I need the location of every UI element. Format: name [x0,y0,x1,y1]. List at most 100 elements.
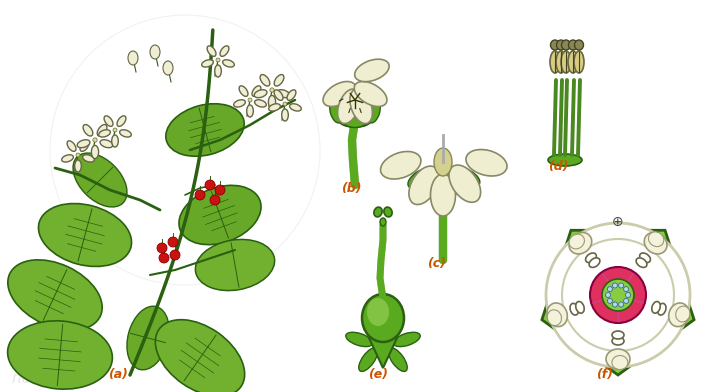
Ellipse shape [640,253,651,263]
Text: (d): (d) [548,160,569,173]
Ellipse shape [269,104,280,111]
Ellipse shape [557,40,565,50]
Circle shape [607,287,612,292]
Ellipse shape [362,294,404,342]
Ellipse shape [247,105,253,117]
Ellipse shape [548,154,582,166]
Ellipse shape [83,125,93,136]
Ellipse shape [569,40,577,50]
Ellipse shape [92,145,99,159]
Circle shape [270,88,274,92]
Ellipse shape [166,104,244,156]
Ellipse shape [99,130,110,137]
Ellipse shape [409,166,439,205]
Ellipse shape [574,40,584,50]
Polygon shape [542,230,694,375]
Ellipse shape [449,165,481,202]
Ellipse shape [268,95,276,109]
Circle shape [612,302,617,307]
Ellipse shape [644,232,667,254]
Ellipse shape [207,46,216,56]
Circle shape [205,180,215,190]
Ellipse shape [97,125,107,136]
Ellipse shape [388,348,407,372]
Ellipse shape [367,298,389,326]
Ellipse shape [586,253,597,263]
Circle shape [159,253,169,263]
Text: (a): (a) [108,368,128,381]
Text: (f): (f) [596,368,613,381]
Ellipse shape [350,89,373,123]
Ellipse shape [202,60,213,67]
Ellipse shape [428,168,458,182]
Ellipse shape [289,104,301,111]
Circle shape [624,287,629,292]
Ellipse shape [636,258,647,267]
Circle shape [624,298,629,303]
Circle shape [590,267,646,323]
Ellipse shape [333,89,353,105]
Ellipse shape [323,82,356,107]
Ellipse shape [434,148,452,176]
Ellipse shape [355,59,389,82]
Text: not ©: not © [12,371,57,386]
Circle shape [248,98,252,102]
Ellipse shape [380,151,421,179]
Ellipse shape [112,135,118,147]
Circle shape [546,223,690,367]
Circle shape [562,239,674,351]
Text: ⊕: ⊕ [612,215,624,229]
Ellipse shape [377,313,389,341]
Ellipse shape [384,207,392,217]
Ellipse shape [8,260,102,330]
Circle shape [113,128,117,132]
Circle shape [168,237,178,247]
Ellipse shape [277,90,290,98]
Ellipse shape [80,141,89,151]
Ellipse shape [568,51,578,73]
Ellipse shape [574,51,584,73]
Ellipse shape [220,46,229,56]
Ellipse shape [67,141,76,151]
Ellipse shape [436,172,450,200]
Ellipse shape [117,116,126,126]
Ellipse shape [196,240,274,290]
Ellipse shape [287,90,296,100]
Ellipse shape [100,140,113,148]
Ellipse shape [547,310,562,326]
Ellipse shape [430,174,456,216]
Ellipse shape [562,40,570,50]
Text: (b): (b) [341,182,361,195]
Ellipse shape [73,153,127,207]
Ellipse shape [359,348,378,372]
Ellipse shape [569,234,584,249]
Ellipse shape [282,109,288,121]
Ellipse shape [454,168,480,186]
Ellipse shape [338,89,360,123]
Ellipse shape [155,320,245,392]
Ellipse shape [215,65,221,77]
Ellipse shape [652,301,661,313]
Ellipse shape [119,130,132,137]
Ellipse shape [252,86,261,96]
Ellipse shape [239,86,248,96]
Ellipse shape [612,356,628,370]
Ellipse shape [127,306,169,370]
Ellipse shape [550,40,560,50]
Ellipse shape [368,102,380,123]
Ellipse shape [606,349,630,369]
Ellipse shape [408,169,432,188]
Ellipse shape [330,102,342,123]
Circle shape [170,250,180,260]
Ellipse shape [354,82,387,107]
Polygon shape [337,102,373,120]
Circle shape [619,283,624,288]
Ellipse shape [358,89,376,105]
Ellipse shape [380,218,386,226]
Ellipse shape [163,61,173,75]
Circle shape [210,195,220,205]
Circle shape [215,185,225,195]
Circle shape [93,138,97,142]
Text: (e): (e) [368,368,388,381]
Ellipse shape [612,331,624,339]
